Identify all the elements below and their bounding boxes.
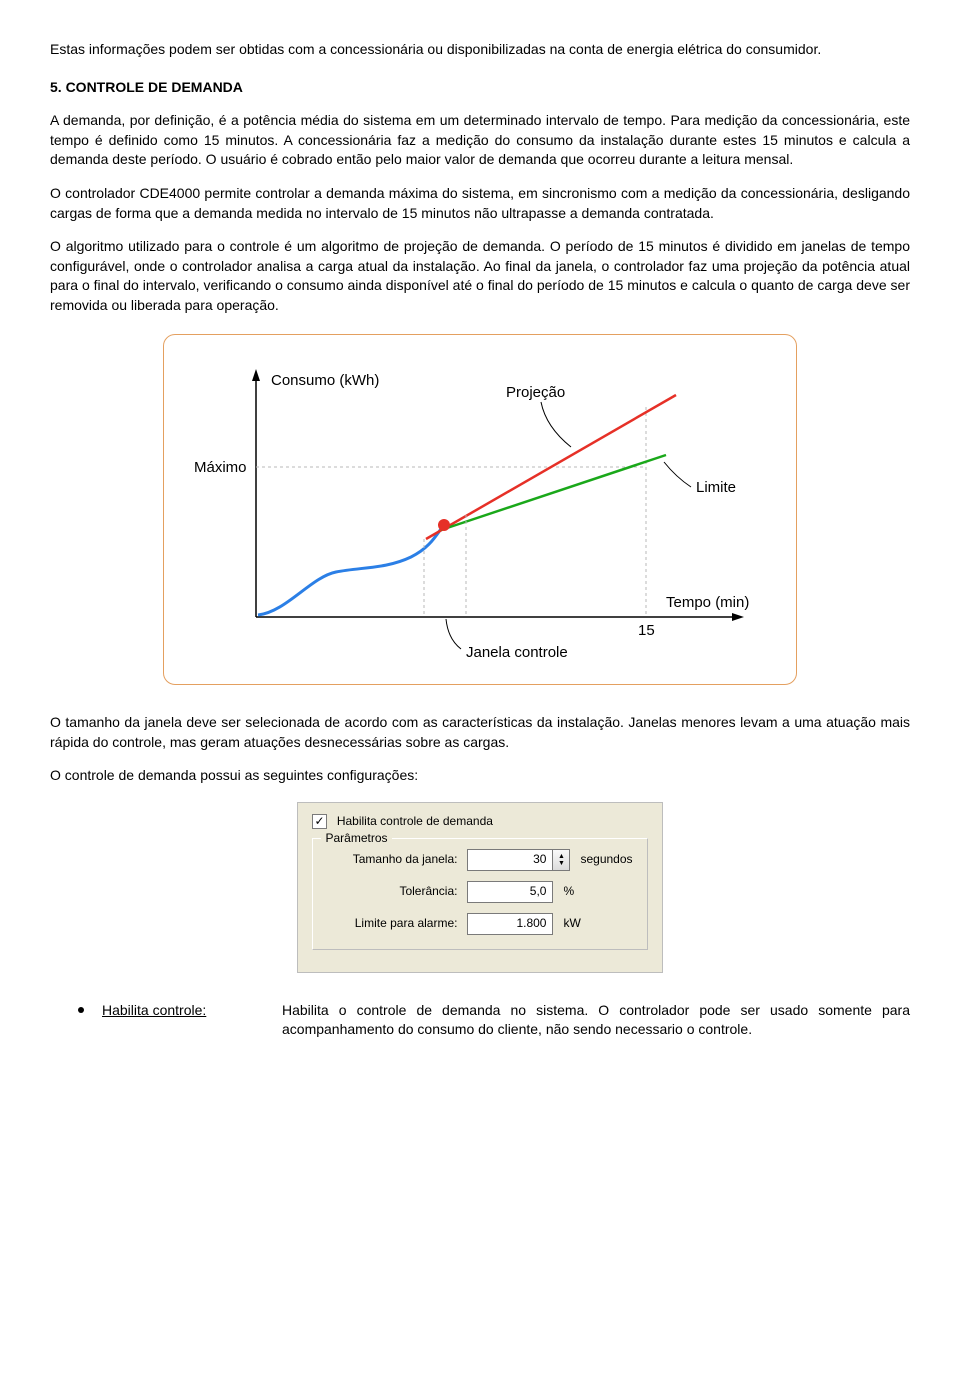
paragraph-1: A demanda, por definição, é a potência m… <box>50 111 910 170</box>
paragraph-2: O controlador CDE4000 permite controlar … <box>50 184 910 223</box>
chart-actual-curve <box>258 522 446 615</box>
parameters-legend: Parâmetros <box>321 830 391 847</box>
chart-y-label: Consumo (kWh) <box>271 372 379 389</box>
chart-svg: Consumo (kWh) Máximo 15 Tempo (min) Proj… <box>176 347 776 667</box>
param-input-limite[interactable]: 1.800 <box>467 913 553 935</box>
param-unit-janela: segundos <box>580 851 632 868</box>
section-title: 5. CONTROLE DE DEMANDA <box>50 78 910 98</box>
paragraph-4: O tamanho da janela deve ser selecionada… <box>50 713 910 752</box>
paragraph-5: O controle de demanda possui as seguinte… <box>50 766 910 786</box>
param-label-janela: Tamanho da janela: <box>327 851 467 868</box>
param-row-tolerancia: Tolerância: 5,0 % <box>327 881 632 903</box>
demand-projection-chart: Consumo (kWh) Máximo 15 Tempo (min) Proj… <box>50 334 910 686</box>
definition-term: Habilita controle: <box>102 1001 282 1040</box>
enable-demand-checkbox[interactable] <box>312 814 327 829</box>
spinner-janela[interactable]: ▲▼ <box>552 849 570 871</box>
chart-ymax-label: Máximo <box>194 459 247 476</box>
settings-panel: Habilita controle de demanda Parâmetros … <box>297 802 662 973</box>
definition-row: Habilita controle: Habilita o controle d… <box>50 1001 910 1040</box>
param-row-limite: Limite para alarme: 1.800 kW <box>327 913 632 935</box>
chart-annot-limite: Limite <box>696 479 736 496</box>
param-input-janela[interactable]: 30 <box>467 849 553 871</box>
param-label-tolerancia: Tolerância: <box>327 883 467 900</box>
intro-paragraph: Estas informações podem ser obtidas com … <box>50 40 910 60</box>
chart-marker-dot <box>438 519 450 531</box>
param-unit-limite: kW <box>563 915 580 932</box>
enable-demand-label: Habilita controle de demanda <box>337 814 493 828</box>
param-label-limite: Limite para alarme: <box>327 915 467 932</box>
parameters-fieldset: Parâmetros Tamanho da janela: 30 ▲▼ segu… <box>312 838 647 950</box>
paragraph-3: O algoritmo utilizado para o controle é … <box>50 237 910 315</box>
param-row-janela: Tamanho da janela: 30 ▲▼ segundos <box>327 849 632 871</box>
bullet-icon <box>78 1007 84 1013</box>
chart-x-label: Tempo (min) <box>666 594 749 611</box>
chart-projection-line <box>426 395 676 539</box>
param-unit-tolerancia: % <box>563 883 574 900</box>
chart-annot-projecao: Projeção <box>506 384 565 401</box>
definition-text: Habilita o controle de demanda no sistem… <box>282 1001 910 1040</box>
chart-xtick-15: 15 <box>638 622 655 639</box>
chart-annot-janela: Janela controle <box>466 644 568 661</box>
param-input-tolerancia[interactable]: 5,0 <box>467 881 553 903</box>
